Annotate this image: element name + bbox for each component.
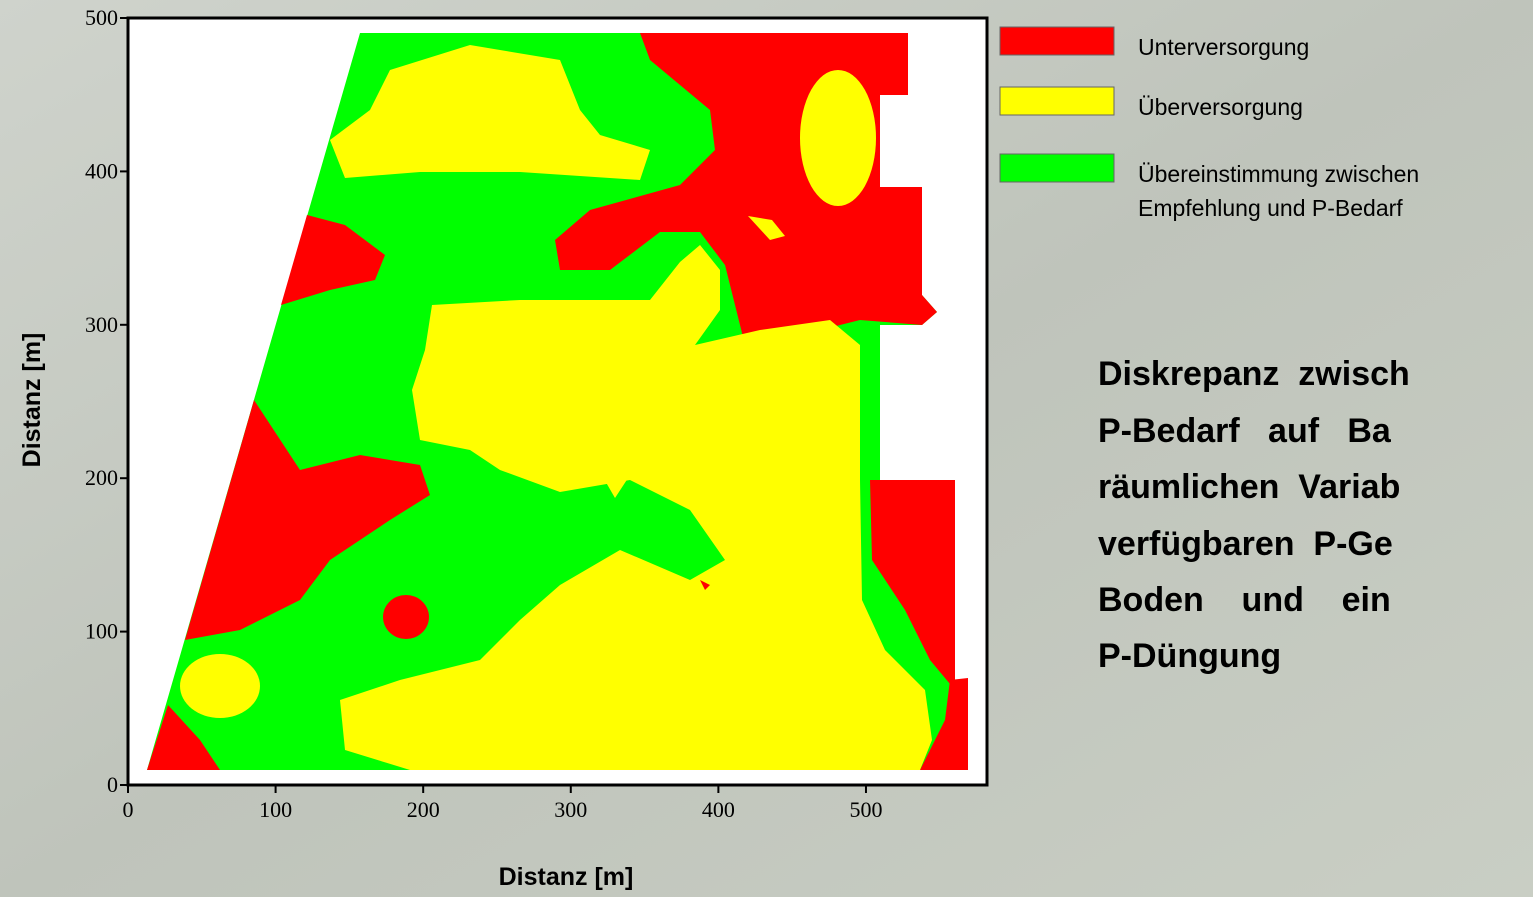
legend-label: Empfehlung und P-Bedarf — [1138, 195, 1403, 221]
legend-swatch — [1000, 87, 1114, 115]
caption-line: Boden und ein — [1098, 581, 1391, 619]
x-tick-label: 0 — [123, 797, 134, 822]
y-tick-label: 200 — [85, 465, 118, 490]
region-red — [383, 595, 429, 639]
region-yellow — [180, 654, 260, 718]
caption-line: verfügbaren P-Ge — [1098, 525, 1393, 563]
legend-label: Überversorgung — [1138, 94, 1303, 120]
x-tick-label: 500 — [849, 797, 882, 822]
y-tick-label: 500 — [85, 5, 118, 30]
legend-label: Übereinstimmung zwischen — [1138, 161, 1419, 187]
y-tick-label: 400 — [85, 158, 118, 183]
x-tick-label: 200 — [407, 797, 440, 822]
caption-line: P-Düngung — [1098, 637, 1281, 675]
legend-swatch — [1000, 154, 1114, 182]
y-axis-label: Distanz [m] — [18, 333, 46, 468]
caption-line: Diskrepanz zwisch — [1098, 355, 1410, 393]
caption-line: räumlichen Variab — [1098, 468, 1400, 506]
legend-swatch — [1000, 27, 1114, 55]
region-yellow — [800, 70, 876, 206]
y-tick-label: 300 — [85, 312, 118, 337]
slide: 0 100 200 300 400 500 0 100 200 300 400 500 Distanz… — [0, 0, 1533, 897]
legend-label: Unterversorgung — [1138, 34, 1309, 60]
y-tick-label: 100 — [85, 619, 118, 644]
x-tick-label: 300 — [554, 797, 587, 822]
y-tick-label: 0 — [107, 772, 118, 797]
x-tick-label: 400 — [702, 797, 735, 822]
caption-line: P-Bedarf auf Ba — [1098, 412, 1392, 450]
x-tick-label: 100 — [259, 797, 292, 822]
x-axis-label: Distanz [m] — [499, 863, 634, 891]
